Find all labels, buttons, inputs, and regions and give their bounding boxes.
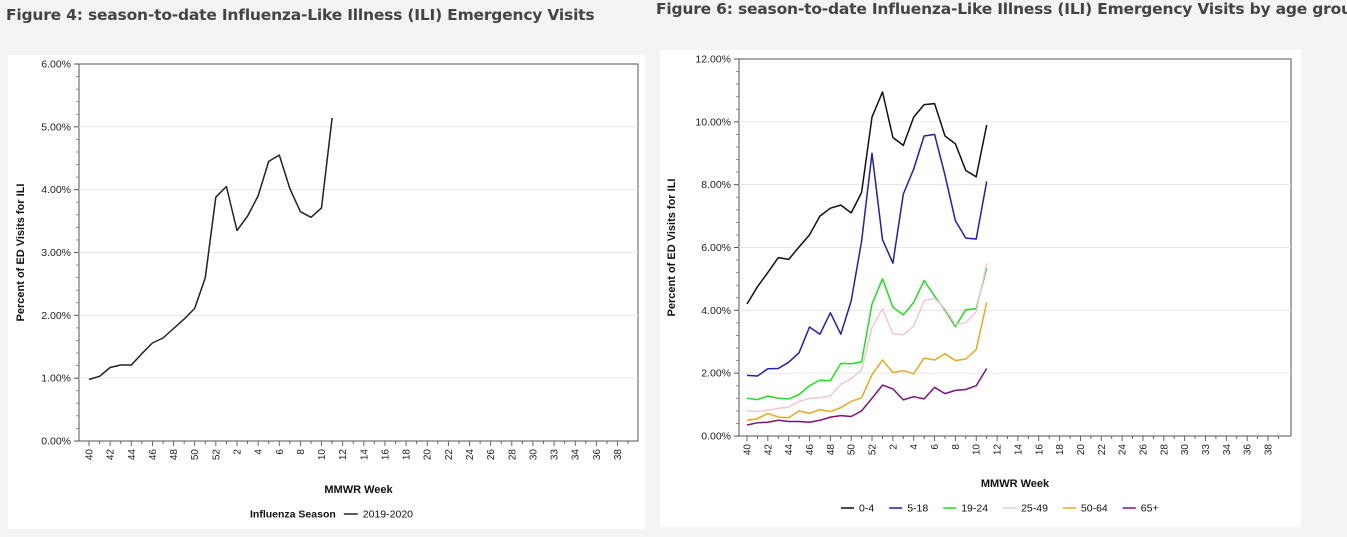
y-tick-label: 6.00% (701, 242, 731, 254)
legend-title: Influenza Season (250, 509, 336, 521)
x-tick-label: 26 (1138, 444, 1149, 456)
y-tick-label: 1.00% (41, 373, 71, 385)
x-tick-label: 12 (338, 449, 349, 461)
y-tick-label: 12.00% (695, 54, 731, 66)
y-tick-label: 6.00% (41, 59, 71, 71)
x-tick-label: 20 (1076, 444, 1087, 456)
x-tick-label: 20 (423, 449, 434, 461)
series-line-1-5 (746, 368, 988, 426)
x-tick-label: 34 (1222, 444, 1233, 456)
legend-label: 0-4 (859, 503, 874, 515)
series-line-0-0 (88, 117, 333, 381)
legend-label: 50-64 (1081, 503, 1108, 515)
x-axis-title: MMWR Week (981, 478, 1050, 490)
series-line-1-4 (746, 302, 988, 422)
y-tick-label: 4.00% (701, 305, 731, 317)
x-tick-label: 4 (254, 449, 265, 455)
x-tick-label: 30 (528, 449, 539, 461)
x-tick-label: 50 (190, 449, 201, 461)
x-tick-label: 24 (1118, 444, 1129, 456)
x-tick-label: 30 (1180, 444, 1191, 456)
x-tick-label: 22 (444, 449, 455, 461)
y-tick-label: 2.00% (701, 368, 731, 380)
series-line-1-3 (746, 263, 988, 413)
series-line-1-1 (746, 133, 988, 377)
x-tick-label: 44 (784, 444, 795, 456)
figure-6-chart: 0.00% 2.00% 4.00% 6.00% 8.00% 10.00% 12.00% 40 4… (666, 54, 1292, 515)
x-tick-label: 22 (1097, 444, 1108, 456)
legend-label: 5-18 (907, 503, 928, 515)
x-tick-label: 33 (1201, 444, 1212, 456)
x-tick-label: 28 (1159, 444, 1170, 456)
x-tick-label: 4 (909, 444, 920, 450)
legend-label: 25-49 (1021, 503, 1048, 515)
y-axis-title: Percent of ED Visits for ILI (15, 184, 27, 322)
legend-label: 65+ (1141, 503, 1159, 515)
y-axis-title: Percent of ED Visits for ILI (666, 179, 678, 317)
x-tick-label: 38 (1264, 444, 1275, 456)
series-line-1-2 (746, 267, 988, 401)
figure-4-chart: 0.00%1.00%2.00%3.00%4.00%5.00%6.00%40 42 4… (15, 59, 639, 521)
x-tick-label: 10 (972, 444, 983, 456)
y-tick-label: 3.00% (41, 247, 71, 259)
x-tick-label: 14 (359, 449, 370, 461)
x-tick-label: 12 (993, 444, 1004, 456)
x-tick-label: 8 (296, 449, 307, 455)
x-tick-label: 33 (550, 449, 561, 461)
x-tick-label: 24 (465, 449, 476, 461)
x-tick-label: 18 (1055, 444, 1066, 456)
figure-6-title: Figure 6: season-to-date Influenza-Like … (656, 0, 1347, 18)
y-tick-label: 8.00% (701, 179, 731, 191)
figure-6-panel: 0.00% 2.00% 4.00% 6.00% 8.00% 10.00% 12.00% 40 4… (660, 50, 1301, 527)
figure-4-panel: 0.00% 1.00% 2.00% 3.00% 4.00% 5.00% 6.00% 40 42 4… (8, 55, 645, 529)
x-tick-label: 16 (1034, 444, 1045, 456)
x-tick-label: 52 (868, 444, 879, 456)
x-tick-label: 36 (592, 449, 603, 461)
y-tick-label: 4.00% (41, 184, 71, 196)
y-tick-label: 2.00% (41, 310, 71, 322)
y-tick-label: 0.00% (701, 431, 731, 443)
y-tick-label: 5.00% (41, 121, 71, 133)
x-tick-label: 2 (232, 449, 243, 455)
x-tick-label: 46 (148, 449, 159, 461)
x-tick-label: 46 (805, 444, 816, 456)
x-tick-label: 36 (1243, 444, 1254, 456)
x-tick-label: 42 (763, 444, 774, 456)
x-tick-label: 2 (888, 444, 899, 450)
x-tick-label: 44 (127, 449, 138, 461)
x-tick-label: 40 (743, 444, 754, 456)
x-tick-label: 42 (106, 449, 117, 461)
x-tick-label: 38 (613, 449, 624, 461)
x-tick-label: 40 (85, 449, 96, 461)
x-tick-label: 14 (1013, 444, 1024, 456)
x-tick-label: 6 (275, 449, 286, 455)
legend-label: 19-24 (961, 503, 988, 515)
y-tick-label: 0.00% (41, 436, 71, 448)
legend-label: 2019-2020 (363, 509, 413, 521)
x-tick-label: 10 (317, 449, 328, 461)
x-tick-label: 48 (169, 449, 180, 461)
y-tick-label: 10.00% (695, 116, 731, 128)
x-tick-label: 26 (486, 449, 497, 461)
x-tick-label: 48 (826, 444, 837, 456)
x-tick-label: 8 (951, 444, 962, 450)
x-tick-label: 6 (930, 444, 941, 450)
series-line-1-0 (746, 91, 988, 305)
x-axis-title: MMWR Week (324, 484, 393, 496)
x-tick-label: 16 (380, 449, 391, 461)
x-tick-label: 28 (507, 449, 518, 461)
figure-4-title: Figure 4: season-to-date Influenza-Like … (6, 6, 595, 24)
x-tick-label: 50 (847, 444, 858, 456)
x-tick-label: 34 (571, 449, 582, 461)
x-tick-label: 18 (402, 449, 413, 461)
x-tick-label: 52 (211, 449, 222, 461)
